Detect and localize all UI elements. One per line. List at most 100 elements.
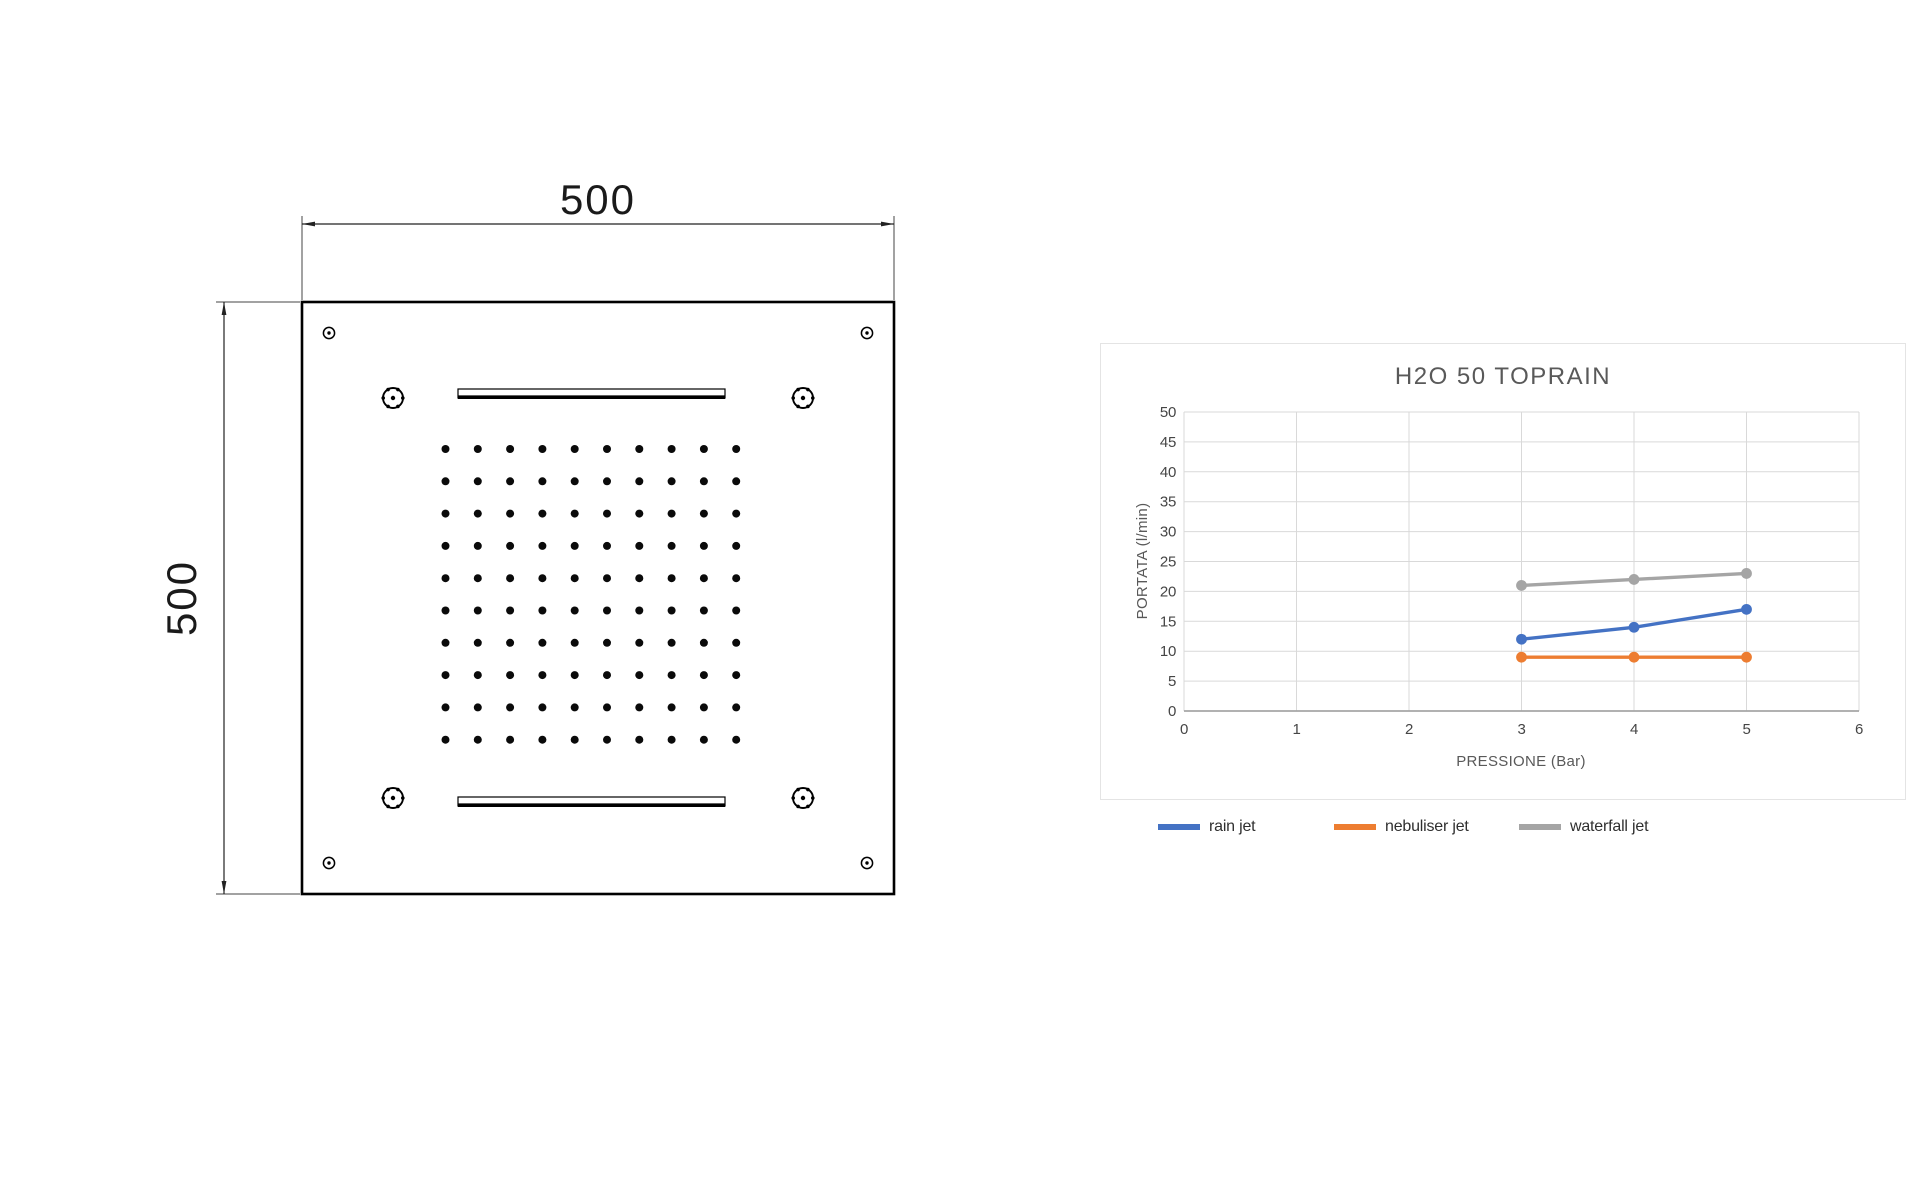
chart-legend: rain jet nebuliser jet waterfall jet <box>0 818 1920 838</box>
nozzle-dot <box>506 735 515 744</box>
y-axis-title: PORTATA (l/min) <box>1134 503 1151 620</box>
legend-swatch <box>1334 823 1376 830</box>
nozzle-dot <box>699 735 708 744</box>
x-tick-label: 2 <box>1405 721 1413 738</box>
torx-screw-notch <box>796 387 800 392</box>
nozzle-dot <box>538 735 547 744</box>
nozzle-dot <box>699 606 708 615</box>
torx-screw-notch <box>796 804 800 809</box>
torx-screw-notch <box>806 387 810 392</box>
nozzle-dot <box>603 606 611 615</box>
nozzle-dot <box>506 703 515 712</box>
width-dimension-label: 500 <box>560 176 636 223</box>
y-tick-label: 15 <box>1160 613 1176 630</box>
nozzle-dot <box>732 703 741 712</box>
nozzle-dot <box>635 574 644 583</box>
torx-screw-notch <box>806 804 810 809</box>
arrowhead-icon <box>302 221 315 227</box>
data-point-marker <box>1628 621 1640 633</box>
nozzle-dot <box>667 477 676 486</box>
nozzle-dot <box>699 671 708 680</box>
x-tick-label: 5 <box>1742 721 1750 738</box>
data-point-marker <box>1628 574 1640 585</box>
nozzle-dot <box>570 477 579 486</box>
torx-screw-icon <box>791 387 815 409</box>
nozzle-dot <box>699 445 708 453</box>
chart-title: H2O 50 TOPRAIN <box>1395 363 1611 390</box>
torx-screw-dot <box>800 795 806 801</box>
nozzle-dot <box>570 541 579 550</box>
nozzle-dot <box>506 477 515 486</box>
nozzle-dot <box>603 703 611 712</box>
nozzle-dot <box>732 445 741 453</box>
nozzle-dot <box>667 671 676 680</box>
nozzle-dot <box>441 574 450 583</box>
nozzle-dot <box>570 606 579 615</box>
corner-screw-dot <box>865 861 869 865</box>
corner-screw-icon <box>860 856 874 870</box>
waterfall-slot <box>457 388 726 400</box>
nozzle-dot <box>635 638 644 647</box>
nozzle-dot <box>732 541 741 550</box>
nozzle-dot <box>473 445 482 453</box>
nozzle-dot <box>635 606 644 615</box>
torx-screw-notch <box>386 404 390 409</box>
nozzle-dot <box>570 735 579 744</box>
nozzle-dot <box>635 735 644 744</box>
y-tick-label: 0 <box>1168 703 1176 720</box>
torx-screw-notch <box>381 396 386 400</box>
torx-screw-notch <box>401 796 405 800</box>
data-point-marker <box>1628 651 1640 663</box>
nozzle-dot <box>473 735 482 744</box>
nozzle-dot <box>473 671 482 680</box>
nozzle-dot <box>538 638 547 647</box>
torx-screw-dot <box>390 795 396 801</box>
nozzle-dot <box>538 703 547 712</box>
nozzle-dot <box>441 477 450 486</box>
corner-screw-icon <box>322 856 336 870</box>
nozzle-dot <box>732 509 741 518</box>
nozzle-dot <box>603 509 611 518</box>
nozzle-dot <box>699 703 708 712</box>
torx-screw-notch <box>796 404 800 409</box>
nozzle-dot <box>667 703 676 712</box>
data-point-marker <box>1516 651 1527 663</box>
nozzle-dot <box>667 606 676 615</box>
series-rain-jet <box>1516 603 1752 645</box>
torx-screw-notch <box>381 796 386 800</box>
y-tick-label: 45 <box>1160 434 1176 451</box>
corner-screw-icon <box>860 326 874 340</box>
nozzle-dot <box>441 541 450 550</box>
nozzle-dot <box>473 638 482 647</box>
corner-screw-dot <box>865 331 869 335</box>
nozzle-dot <box>538 606 547 615</box>
nozzle-dot <box>732 477 741 486</box>
x-tick-label: 3 <box>1517 721 1525 738</box>
nozzle-dot <box>732 735 741 744</box>
nozzle-dot <box>538 477 547 486</box>
nozzle-dot <box>538 445 547 453</box>
nozzle-dot <box>570 671 579 680</box>
torx-screw-notch <box>806 404 810 409</box>
nozzle-dot <box>603 445 611 453</box>
y-tick-label: 25 <box>1160 554 1176 571</box>
nozzle-dot <box>473 509 482 518</box>
nozzle-dot-grid <box>441 445 741 744</box>
nozzle-dot <box>538 509 547 518</box>
nozzle-dot <box>667 735 676 744</box>
legend-item: rain jet <box>1158 818 1256 835</box>
arrowhead-icon <box>881 221 894 227</box>
nozzle-dot <box>603 671 611 680</box>
nozzle-dot <box>506 671 515 680</box>
nozzle-dot <box>506 541 515 550</box>
y-tick-label: 35 <box>1160 494 1176 511</box>
data-point-marker <box>1741 603 1752 615</box>
data-point-marker <box>1516 580 1527 591</box>
nozzle-dot <box>441 606 450 615</box>
y-tick-label: 10 <box>1160 643 1176 660</box>
data-point-marker <box>1741 568 1752 579</box>
legend-swatch <box>1519 823 1561 830</box>
nozzle-dot <box>699 638 708 647</box>
nozzle-dot <box>570 445 579 453</box>
